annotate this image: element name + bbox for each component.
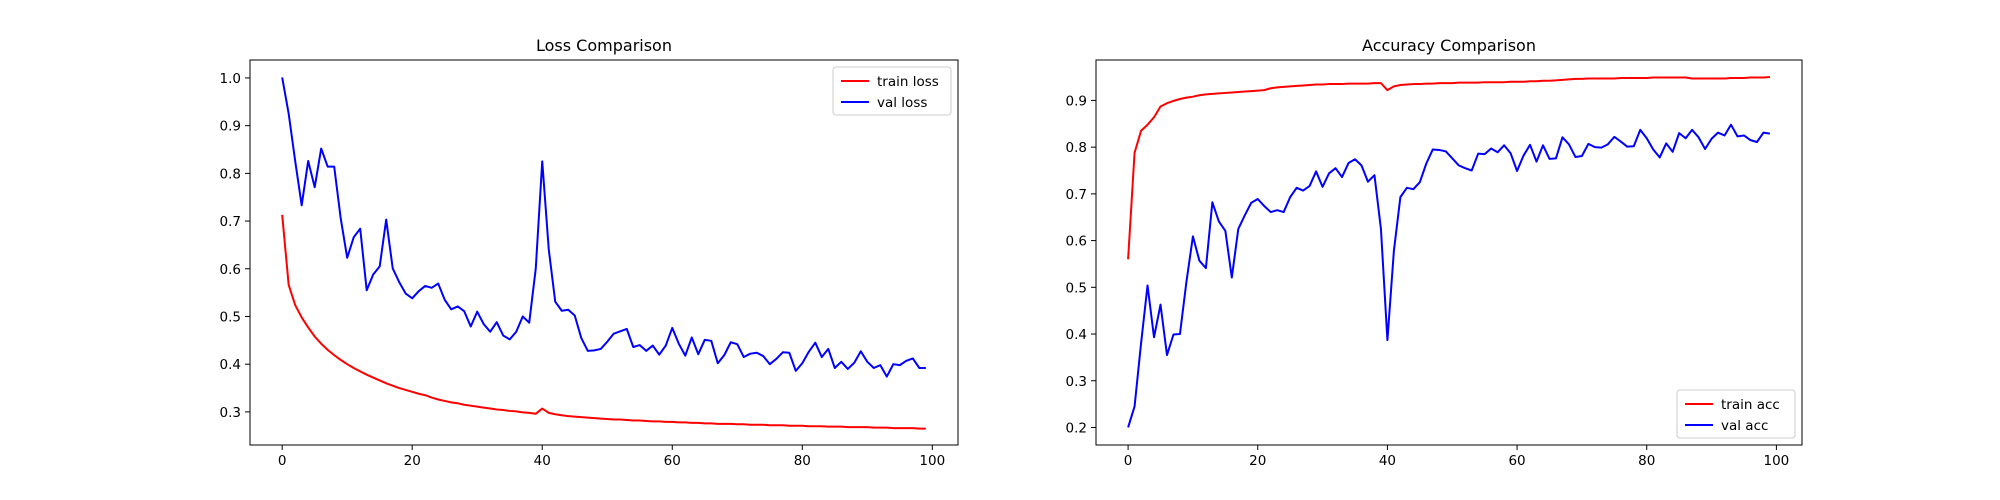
loss-x-tick-label: 0	[278, 453, 287, 469]
accuracy-x-tick-label: 40	[1379, 453, 1396, 469]
accuracy-y-tick-label: 0.8	[1066, 140, 1087, 156]
accuracy-x-tick-label: 60	[1508, 453, 1525, 469]
loss-x-tick-label: 60	[664, 453, 681, 469]
loss-chart-title: Loss Comparison	[536, 36, 672, 55]
loss-y-tick-label: 0.5	[220, 309, 241, 325]
loss-series-line-train-loss	[281, 214, 926, 430]
loss-x-tick-label: 100	[919, 453, 945, 469]
accuracy-chart: Accuracy Comparison 0 20 40 60 80 100 0.2 0.3 0.…	[1066, 36, 1803, 469]
accuracy-series-line-val-acc	[1127, 123, 1771, 428]
accuracy-x-tick-label: 0	[1124, 453, 1133, 469]
loss-legend-label: train loss	[877, 74, 939, 90]
accuracy-x-tick-label: 80	[1638, 453, 1655, 469]
accuracy-axes-frame	[1095, 59, 1803, 446]
accuracy-y-tick-label: 0.2	[1066, 420, 1087, 436]
accuracy-y-tick-label: 0.6	[1066, 234, 1087, 250]
accuracy-series-line-train-acc	[1127, 76, 1770, 260]
loss-legend-label: val loss	[877, 95, 927, 111]
accuracy-y-tick-label: 0.3	[1066, 374, 1087, 390]
accuracy-legend-label: val acc	[1721, 418, 1768, 434]
loss-y-tick-label: 0.9	[220, 119, 241, 135]
loss-y-tick-label: 0.8	[220, 166, 241, 182]
accuracy-legend-label: train acc	[1721, 397, 1780, 413]
loss-chart: Loss Comparison 0 20 40 60 80 100 0.3 0.4 0.5 0.6…	[220, 36, 959, 469]
loss-y-tick-label: 0.7	[220, 214, 241, 230]
accuracy-plot-area	[1127, 76, 1771, 428]
accuracy-y-tick-label: 0.5	[1066, 280, 1087, 296]
loss-x-tick-label: 80	[794, 453, 811, 469]
accuracy-chart-title: Accuracy Comparison	[1362, 36, 1536, 55]
loss-tick-group: 0 20 40 60 80 100 0.3 0.4 0.5 0.6 0.7 0.8 0.9 1.0	[220, 71, 946, 469]
loss-series-line-val-loss	[281, 77, 926, 378]
loss-y-tick-label: 0.4	[220, 357, 241, 373]
loss-y-tick-label: 1.0	[220, 71, 241, 87]
loss-axes-frame	[249, 59, 959, 446]
accuracy-x-tick-label: 20	[1249, 453, 1266, 469]
accuracy-x-tick-label: 100	[1764, 453, 1790, 469]
accuracy-legend: train acc val acc	[1676, 389, 1796, 439]
loss-x-tick-label: 20	[404, 453, 421, 469]
loss-x-tick-label: 40	[534, 453, 551, 469]
accuracy-y-tick-label: 0.7	[1066, 187, 1087, 203]
accuracy-y-tick-label: 0.9	[1066, 93, 1087, 109]
loss-y-tick-label: 0.6	[220, 262, 241, 278]
accuracy-y-tick-label: 0.4	[1066, 327, 1087, 343]
loss-legend: train loss val loss	[832, 66, 952, 116]
loss-plot-area	[281, 77, 926, 430]
accuracy-tick-group: 0 20 40 60 80 100 0.2 0.3 0.4 0.5 0.6 0.7 0.8 0.9	[1066, 93, 1790, 469]
loss-y-tick-label: 0.3	[220, 405, 241, 421]
